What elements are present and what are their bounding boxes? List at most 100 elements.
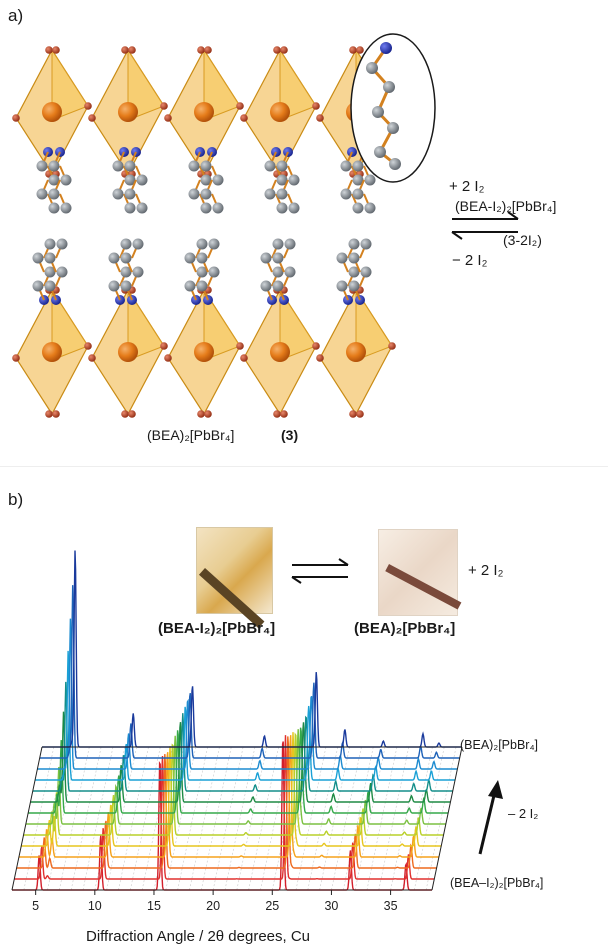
octahedron-face (127, 288, 165, 361)
c-atom (260, 280, 272, 292)
c-atom (264, 188, 276, 200)
grid-line (70, 746, 102, 891)
pb-atom (346, 342, 366, 362)
br-atom (240, 354, 248, 362)
c-atom (272, 280, 284, 292)
x-tick-label-5: 5 (32, 899, 39, 913)
x-axis-title: Diffraction Angle / 2θ degrees, Cu (86, 928, 311, 945)
grid-line (331, 746, 362, 891)
br-atom (312, 342, 320, 350)
br-atom (197, 46, 205, 54)
grid-line (354, 746, 386, 891)
br-atom (273, 46, 281, 54)
br-atom (280, 410, 288, 418)
grid-line (295, 746, 327, 891)
xrd-trace-2 (14, 735, 435, 880)
br-atom (52, 410, 60, 418)
c-atom (196, 252, 208, 264)
xrd-trace-9 (30, 711, 451, 803)
octahedron-face (355, 288, 393, 361)
c-atom (352, 188, 364, 200)
br-atom (316, 114, 324, 122)
c-atom (352, 160, 364, 172)
c-atom (184, 280, 196, 292)
x-tick-label-35: 35 (384, 899, 398, 913)
c-atom (120, 252, 132, 264)
grid-line (319, 746, 350, 891)
compound-formula: (BEA)₂[PbBr₄] (147, 427, 235, 443)
c-atom (120, 238, 132, 250)
br-atom (45, 46, 53, 54)
c-atom (120, 266, 132, 278)
c-atom (188, 188, 200, 200)
c-atom (336, 280, 348, 292)
br-atom (45, 410, 53, 418)
br-atom (197, 410, 205, 418)
c-atom (200, 202, 212, 214)
c-atom (124, 202, 136, 214)
x-tick-label-15: 15 (147, 899, 161, 913)
c-atom (124, 188, 136, 200)
br-atom (121, 410, 129, 418)
octahedron-face (127, 48, 165, 121)
br-atom (356, 410, 364, 418)
br-atom (236, 342, 244, 350)
c-atom (284, 238, 296, 250)
grid-line (212, 746, 244, 891)
left-frame (11, 746, 43, 891)
c-atom (348, 280, 360, 292)
c-atom (48, 188, 60, 200)
upper-octahedral-layer (12, 46, 396, 178)
grid-line (82, 746, 114, 891)
grid-line (201, 746, 232, 891)
c-atom (208, 266, 220, 278)
panel-divider (0, 466, 608, 467)
pb-atom (270, 342, 290, 362)
xrd-trace-12 (37, 618, 458, 770)
xrd-trace-6 (23, 732, 444, 836)
c-atom (276, 174, 288, 186)
br-atom (204, 46, 212, 54)
c-atom (48, 174, 60, 186)
c-atom (60, 174, 72, 186)
octahedron-face (203, 288, 241, 361)
c-atom (336, 252, 348, 264)
right-frame (431, 746, 463, 891)
c-atom (276, 160, 288, 172)
grid-line (342, 746, 374, 891)
xrd-trace-10 (32, 681, 453, 792)
octahedron-face (51, 48, 89, 121)
br-atom (349, 410, 357, 418)
br-atom (349, 46, 357, 54)
c-atom (352, 174, 364, 186)
c-atom (196, 238, 208, 250)
c-atom (276, 202, 288, 214)
c-atom (260, 252, 272, 264)
pb-atom (42, 342, 62, 362)
c-atom (56, 238, 68, 250)
c-atom (360, 266, 372, 278)
trend-arrow-label: – 2 I₂ (508, 806, 539, 821)
br-atom (280, 46, 288, 54)
c-atom (44, 266, 56, 278)
c-atom (36, 160, 48, 172)
xrd-trace-7 (25, 729, 446, 825)
pb-atom (194, 102, 214, 122)
br-atom (240, 114, 248, 122)
c-atom (276, 188, 288, 200)
crystal-photo-deiodinated (378, 529, 462, 616)
top-trace-label: (BEA)₂[PbBr₄] (460, 738, 539, 752)
c-atom (352, 202, 364, 214)
bottom-trace-label: (BEA–I₂)₂[PbBr₄] (450, 876, 544, 890)
c-atom (348, 252, 360, 264)
c-atom (32, 252, 44, 264)
panel-a-label: a) (8, 6, 24, 25)
c-atom (340, 160, 352, 172)
product-id: (3-2I₂) (503, 232, 542, 248)
c-atom (360, 238, 372, 250)
c-atom (364, 202, 376, 214)
grid-line (106, 746, 137, 891)
grid-line (307, 746, 339, 891)
xrd-trace-13 (39, 585, 460, 759)
octahedron-face (203, 48, 241, 121)
